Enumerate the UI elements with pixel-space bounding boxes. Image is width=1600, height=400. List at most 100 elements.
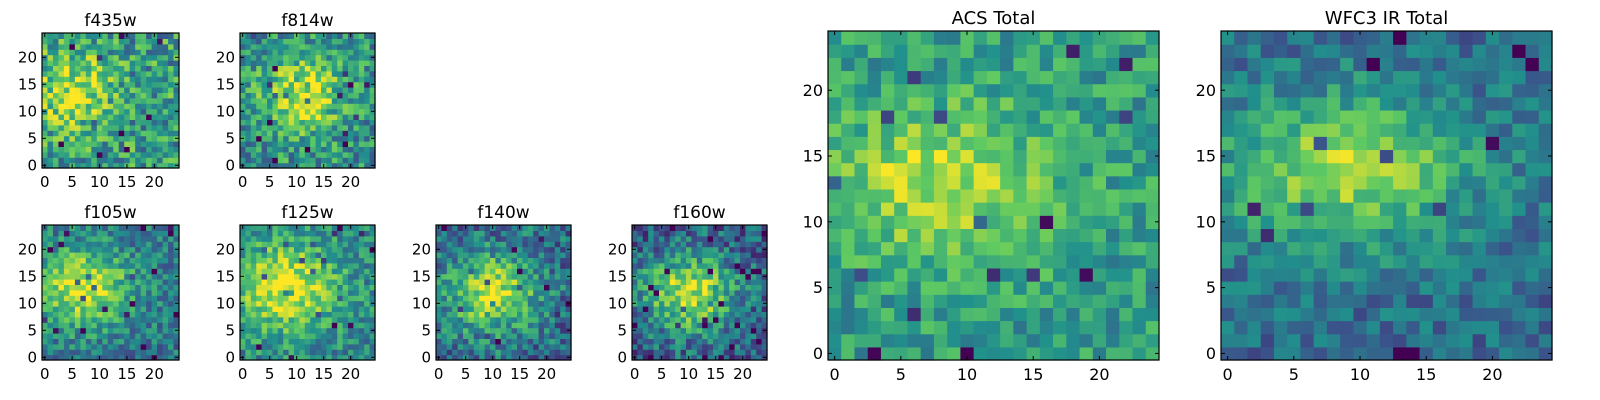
heatmap-cell [506,306,513,312]
heatmap-cell [680,295,687,302]
heatmap-cell [326,81,333,88]
heatmap-cell [162,135,169,142]
heatmap-cell [1525,241,1540,256]
heatmap-cell [240,262,246,269]
heatmap-cell [58,289,65,296]
heatmap-cell [256,273,263,280]
heatmap-cell [691,311,698,318]
heatmap-cell [146,141,153,147]
heatmap-cell [1053,175,1067,190]
heatmap-cell [113,103,120,110]
heatmap-cell [348,343,354,350]
heatmap-cell [828,44,842,58]
heatmap-cell [933,267,948,282]
heatmap-cell [538,349,545,356]
heatmap-cell [140,141,147,147]
heatmap-cell [1106,149,1120,164]
heatmap-cell [642,252,649,258]
heatmap-cell [102,76,109,83]
heatmap-cell [696,300,703,307]
heatmap-cell [457,316,464,323]
heatmap-cell [69,262,76,269]
heatmap-cell [500,225,507,231]
heatmap-cell [1406,228,1421,243]
heatmap-cell [168,146,175,153]
heatmap-cell [506,311,513,318]
heatmap-cell [261,70,268,77]
heatmap-cell [240,119,246,126]
heatmap-cell [854,294,869,308]
heatmap-cell [321,268,327,275]
heatmap-cell [102,162,109,169]
heatmap-cell [691,289,698,296]
heatmap-cell [1119,57,1134,72]
heatmap-cell [729,306,736,312]
heatmap-cell [102,295,109,302]
heatmap-cell [342,97,349,104]
heatmap-cell [173,43,180,50]
heatmap-cell [124,322,131,329]
heatmap-cell [648,333,655,339]
heatmap-cell [632,230,638,237]
heatmap-cell [1366,215,1381,229]
heatmap-cell [718,257,725,264]
heatmap-cell [880,31,895,45]
heatmap-cell [135,343,142,350]
heatmap-cell [310,225,317,231]
heatmap-cell [353,151,360,158]
heatmap-cell [441,295,448,302]
heatmap-cell [261,349,268,356]
heatmap-cell [173,268,180,275]
heatmap-cell [479,343,486,350]
heatmap-cell [69,76,76,83]
heatmap-cell [740,289,746,296]
heatmap-cell [140,92,147,99]
heatmap-cell [560,235,567,242]
heatmap-cell [315,354,322,361]
heatmap-cell [986,123,1001,137]
heatmap-cell [58,135,65,142]
heatmap-cell [326,268,333,275]
heatmap-cell [173,130,180,137]
heatmap-cell [85,333,92,339]
heatmap-cell [96,306,103,312]
heatmap-cell [484,338,491,345]
heatmap-cell [315,108,322,115]
x-tick-label: 20 [1089,365,1109,384]
x-tick-label: 0 [830,365,840,384]
heatmap-cell [468,273,475,280]
heatmap-cell [146,103,153,110]
heatmap-cell [527,273,534,280]
heatmap-cell [146,333,153,339]
heatmap-cell [69,54,76,61]
heatmap-cell [102,81,109,88]
heatmap-cell [304,141,311,147]
heatmap-cell [358,43,365,50]
heatmap-cell [277,246,284,253]
heatmap-cell [565,241,572,248]
heatmap-cell [321,108,327,115]
heatmap-cell [1119,333,1134,348]
heatmap-cell [102,327,109,334]
heatmap-cell [538,295,545,302]
heatmap-cell [337,279,344,285]
heatmap-cell [1106,83,1120,98]
heatmap-cell [1499,267,1513,282]
heatmap-cell [277,295,284,302]
heatmap-cell [718,241,725,248]
x-tick-label: 5 [265,173,275,191]
heatmap-cell [729,225,736,231]
heatmap-cell [342,306,349,312]
heatmap-cell [446,252,453,258]
heatmap-cell [294,54,300,61]
heatmap-cell [80,54,87,61]
heatmap-cell [91,257,98,264]
heatmap-cell [113,108,120,115]
heatmap-cell [342,252,349,258]
heatmap-cell [168,108,175,115]
heatmap-cell [140,151,147,158]
heatmap-cell [473,343,480,350]
heatmap-cell [933,149,948,164]
y-tick-label: 10 [18,295,37,313]
heatmap-cell [522,343,529,350]
